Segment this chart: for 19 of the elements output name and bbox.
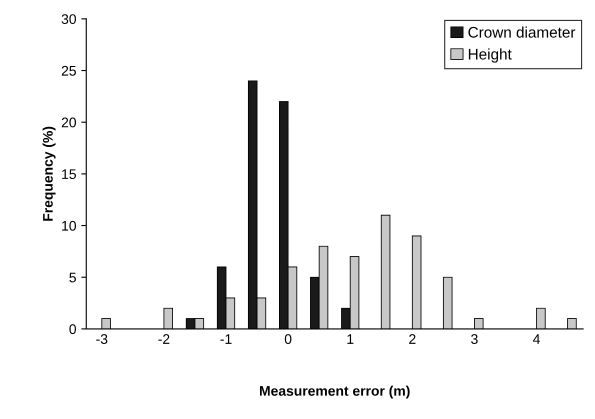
y-tick-label: 0	[69, 324, 76, 334]
x-tick-label: -2	[158, 334, 170, 344]
y-tick-label: 30	[62, 14, 76, 24]
x-tick-label: 2	[409, 334, 416, 344]
y-axis-title: Frequency (%)	[42, 126, 56, 221]
x-tick-label: 1	[347, 334, 354, 344]
x-tick-label: -3	[96, 334, 108, 344]
legend-label: Crown diameter	[468, 26, 576, 38]
x-tick-label: 3	[471, 334, 478, 344]
x-tick-label: -1	[220, 334, 232, 344]
y-tick-label: 20	[62, 118, 76, 128]
y-tick-label: 10	[62, 220, 76, 231]
y-tick-label: 15	[62, 169, 76, 180]
legend-label: Height	[468, 48, 512, 63]
y-tick-label: 5	[69, 272, 76, 282]
x-axis-title: Measurement error (m)	[260, 386, 410, 399]
x-tick-label: 0	[284, 334, 292, 344]
y-tick-label: 25	[62, 66, 76, 76]
x-tick-label: 4	[532, 334, 540, 344]
